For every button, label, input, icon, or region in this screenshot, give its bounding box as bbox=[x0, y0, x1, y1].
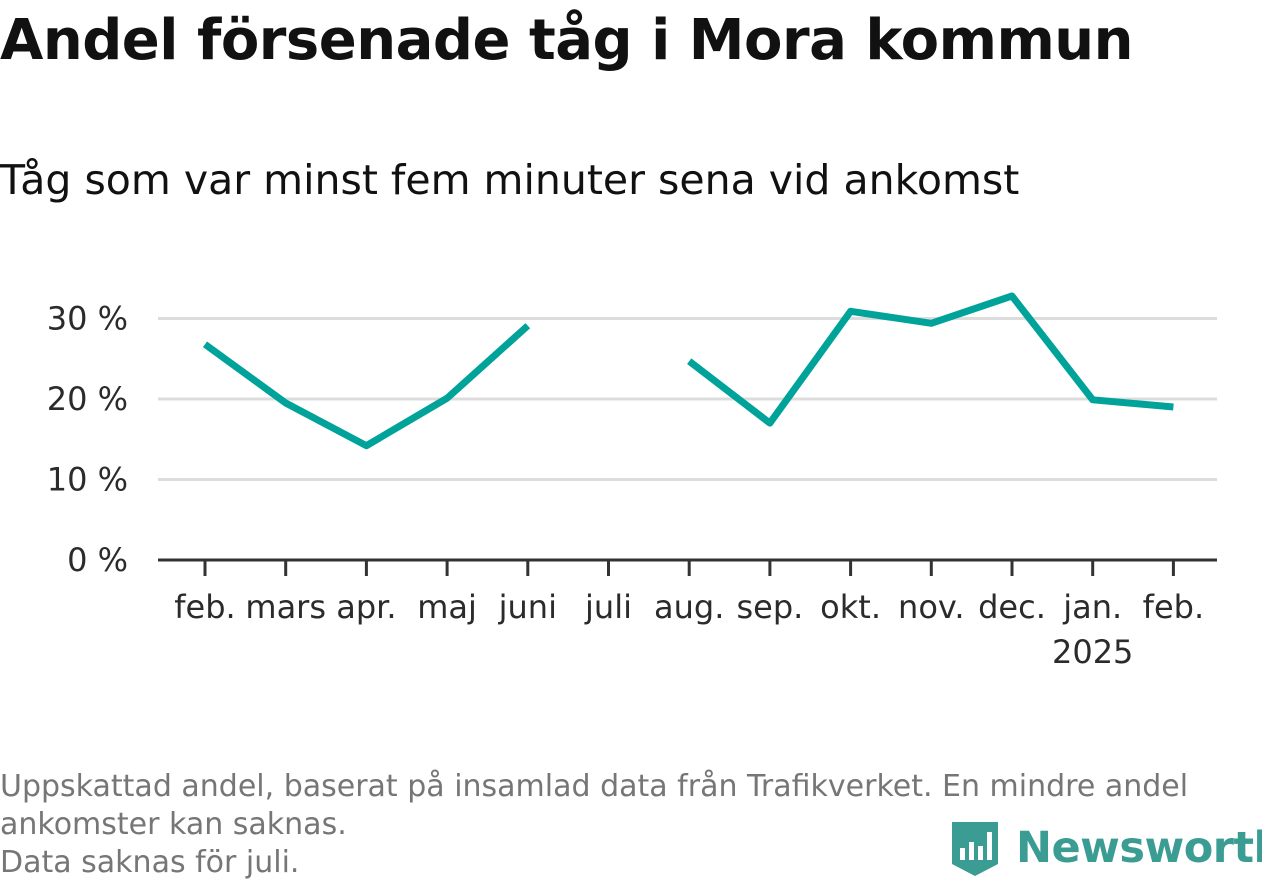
footnote-line: Uppskattad andel, baserat på insamlad da… bbox=[0, 768, 1262, 806]
x-tick-label: maj bbox=[417, 588, 477, 626]
series-line-segment bbox=[689, 296, 1173, 423]
x-tick-label: dec. bbox=[978, 588, 1046, 626]
x-tick-label: nov. bbox=[898, 588, 964, 626]
grid-layer bbox=[158, 319, 1217, 480]
x-tick-label: feb. bbox=[1143, 588, 1204, 626]
y-axis-ticks: 0 % 10 % 20 % 30 % bbox=[47, 300, 128, 580]
x-tick-label: mars bbox=[245, 588, 326, 626]
x-tick-label: juni bbox=[498, 588, 557, 626]
x-tick-label: sep. bbox=[736, 588, 803, 626]
x-tick-label: jan. bbox=[1062, 588, 1122, 626]
series-line-segment bbox=[205, 326, 528, 446]
newsworthy-logo: Newsworthy bbox=[950, 818, 1262, 878]
x-tick-label: aug. bbox=[654, 588, 724, 626]
newsworthy-logo-text: Newsworthy bbox=[1016, 823, 1262, 873]
x-tick-label: okt. bbox=[820, 588, 881, 626]
x-tick-label: juli bbox=[584, 588, 632, 626]
y-tick-label: 10 % bbox=[47, 461, 128, 499]
x-tick-sublabel: 2025 bbox=[1052, 633, 1133, 671]
y-tick-label: 20 % bbox=[47, 380, 128, 418]
newsworthy-logo-icon bbox=[950, 818, 1000, 878]
y-tick-label: 0 % bbox=[67, 541, 128, 579]
x-tick-label: feb. bbox=[174, 588, 235, 626]
x-tick-label: apr. bbox=[336, 588, 396, 626]
y-tick-label: 30 % bbox=[47, 300, 128, 338]
